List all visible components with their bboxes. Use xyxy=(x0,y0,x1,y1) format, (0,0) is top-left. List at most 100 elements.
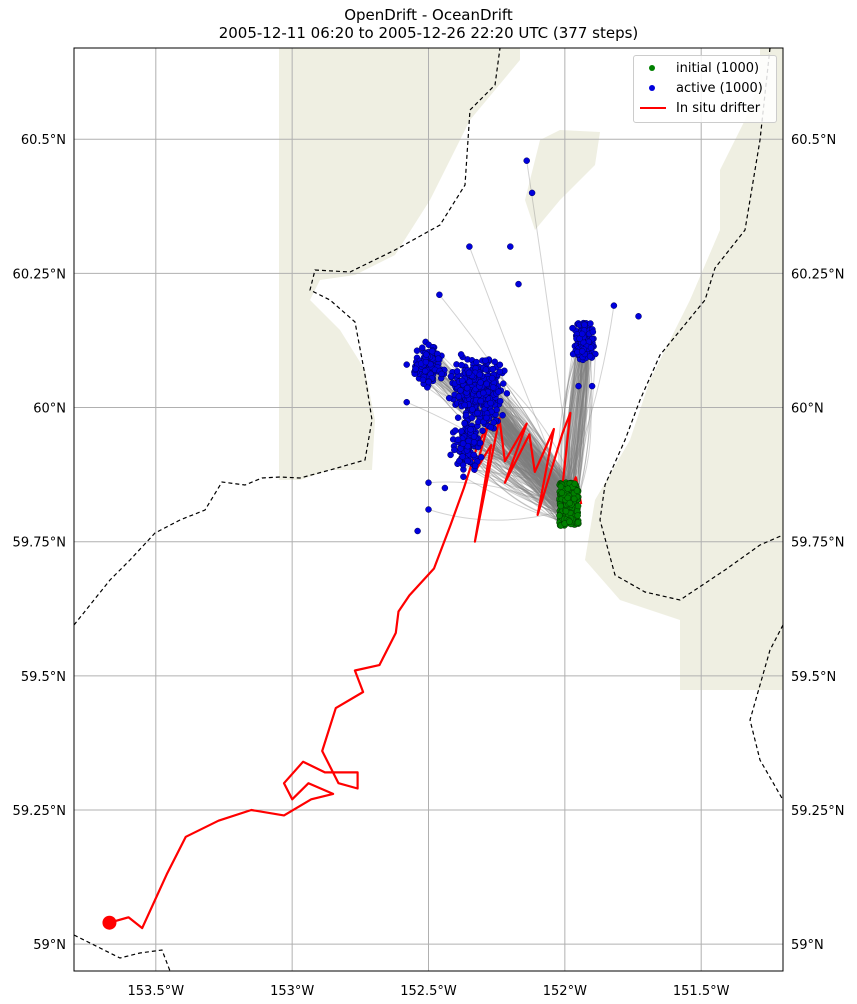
active-particle xyxy=(457,387,464,394)
active-particle xyxy=(496,368,504,375)
lat-tick-label-right: 59.25°N xyxy=(791,804,844,819)
trajectory-line xyxy=(415,368,569,499)
trajectory-line xyxy=(426,367,563,512)
active-particle xyxy=(588,382,596,390)
active-particle xyxy=(476,439,484,447)
active-particle xyxy=(581,321,588,329)
trajectory-line xyxy=(427,351,573,498)
active-particle xyxy=(507,243,514,250)
plot-frame xyxy=(73,47,784,972)
lat-tick-label-right: 60°N xyxy=(791,402,824,417)
trajectory-line xyxy=(423,376,575,522)
active-particle xyxy=(578,348,586,355)
active-particle xyxy=(419,344,426,351)
lat-tick-label-left: 59.75°N xyxy=(13,536,66,551)
active-particle xyxy=(453,368,461,375)
active-particle xyxy=(419,376,427,384)
active-particle xyxy=(457,351,465,358)
initial-particle xyxy=(566,518,573,525)
lat-tick-label-left: 59.25°N xyxy=(13,804,66,819)
active-particle xyxy=(438,370,445,378)
border-southeast xyxy=(749,624,783,801)
legend-drifter-marker xyxy=(640,107,666,109)
active-particle xyxy=(589,328,597,336)
active-particle xyxy=(459,377,466,385)
active-particle xyxy=(434,355,442,362)
trajectory-line xyxy=(471,406,567,496)
trajectory-line xyxy=(469,461,563,500)
lat-tick-label-right: 60.25°N xyxy=(791,267,844,282)
trajectory-line xyxy=(465,452,567,484)
trajectory-line xyxy=(499,364,561,516)
active-particle xyxy=(445,394,453,402)
active-particle xyxy=(586,353,594,360)
active-particle xyxy=(454,436,462,443)
trajectory-line xyxy=(426,362,571,508)
lat-tick-label-right: 60.5°N xyxy=(791,133,836,148)
lat-tick-label-right: 59°N xyxy=(791,938,824,953)
lon-tick-label: 151.5°W xyxy=(673,984,730,999)
active-particle xyxy=(425,479,432,486)
legend-drifter-label: In situ drifter xyxy=(676,100,761,116)
active-particle xyxy=(458,361,465,369)
trajectory-line xyxy=(570,353,588,493)
active-particle xyxy=(487,399,494,407)
initial-particle xyxy=(573,487,581,494)
initial-particle xyxy=(557,483,565,490)
active-particle xyxy=(496,361,504,369)
active-particle xyxy=(477,379,484,386)
trajectory-line xyxy=(474,433,573,489)
active-particle xyxy=(470,451,478,459)
active-particle xyxy=(483,380,490,388)
active-particle xyxy=(483,414,490,422)
trajectory-line xyxy=(439,294,575,494)
active-particle xyxy=(459,440,467,447)
active-particle xyxy=(490,419,497,426)
grid-lines xyxy=(74,48,783,971)
active-particle xyxy=(451,446,458,454)
active-particle xyxy=(436,291,443,299)
active-particle xyxy=(482,366,490,373)
active-particle xyxy=(461,420,468,427)
active-particle xyxy=(495,388,502,396)
trajectory-line xyxy=(429,363,569,515)
legend-item-drifter: In situ drifter xyxy=(640,99,760,117)
trajectory-line xyxy=(423,369,573,520)
drifter-start-marker xyxy=(102,915,117,930)
initial-particle xyxy=(574,519,582,526)
active-particle xyxy=(458,428,465,435)
trajectory-line xyxy=(431,370,575,518)
trajectory-line xyxy=(428,509,563,521)
trajectory-line xyxy=(558,341,581,486)
active-particle xyxy=(467,426,474,433)
active-particle xyxy=(441,484,449,492)
lat-tick-label-left: 59.5°N xyxy=(21,670,66,685)
drifter-track-line xyxy=(109,411,583,930)
active-particle xyxy=(466,243,473,250)
initial-particles xyxy=(556,479,582,529)
border-west xyxy=(74,48,501,626)
active-particle xyxy=(455,393,463,400)
active-particle xyxy=(470,439,478,446)
land-layer xyxy=(279,48,783,690)
chart-subtitle: 2005-12-11 06:20 to 2005-12-26 22:20 UTC… xyxy=(218,24,639,42)
lon-tick-label: 152°W xyxy=(543,984,587,999)
legend-active-label: active (1000) xyxy=(676,80,763,96)
active-particle xyxy=(462,411,470,419)
legend-initial-label: initial (1000) xyxy=(676,60,760,76)
lat-tick-label-left: 59°N xyxy=(33,938,66,953)
in-situ-drifter-track xyxy=(102,411,583,930)
active-particles xyxy=(403,157,642,535)
chart-title: OpenDrift - OceanDrift xyxy=(344,6,513,24)
trajectory-line xyxy=(430,363,561,520)
active-particle xyxy=(497,397,504,405)
initial-particle xyxy=(557,502,564,510)
active-particle xyxy=(425,378,432,386)
active-particle xyxy=(460,473,467,481)
active-particle xyxy=(471,462,479,470)
active-particle xyxy=(412,365,419,373)
active-particle xyxy=(474,409,481,417)
active-particle xyxy=(477,453,485,461)
active-particle xyxy=(465,369,473,377)
